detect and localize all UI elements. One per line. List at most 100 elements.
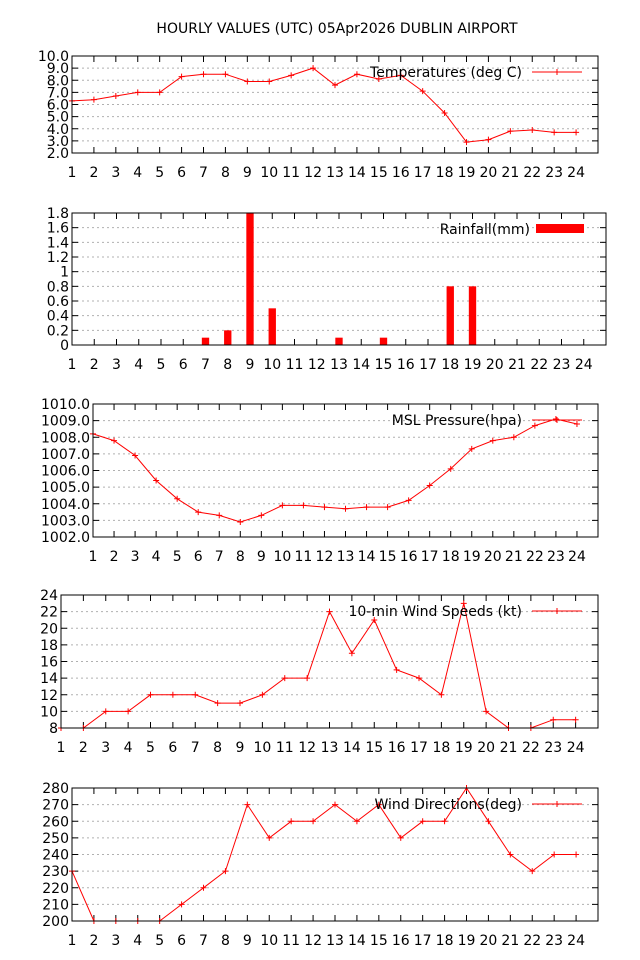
data-point xyxy=(310,818,317,825)
x-tick-label: 24 xyxy=(575,357,593,373)
data-point xyxy=(112,93,119,100)
x-tick-label: 12 xyxy=(308,357,326,373)
plot-frame xyxy=(71,787,599,922)
x-tick-label: 18 xyxy=(441,357,459,373)
data-point xyxy=(447,465,454,472)
x-tick-label: 11 xyxy=(295,549,313,565)
x-tick-label: 10 xyxy=(273,549,291,565)
y-tick-label: 1 xyxy=(60,265,69,281)
data-point xyxy=(266,78,273,85)
x-tick-label: 7 xyxy=(215,549,224,565)
x-tick-label: 1 xyxy=(68,933,77,949)
data-point xyxy=(111,437,118,444)
rainfall-bar xyxy=(335,337,343,345)
x-tick-label: 2 xyxy=(89,933,98,949)
x-tick-label: 10 xyxy=(253,740,271,756)
y-tick-label: 1010.0 xyxy=(41,397,90,413)
x-tick-label: 20 xyxy=(486,357,504,373)
x-tick-label: 17 xyxy=(414,933,432,949)
data-point xyxy=(281,675,288,682)
x-tick-label: 1 xyxy=(57,740,66,756)
y-tick-label: 6.0 xyxy=(47,98,69,114)
data-point xyxy=(551,851,558,858)
x-tick-label: 20 xyxy=(484,549,502,565)
data-point xyxy=(222,71,229,78)
y-tick-label: 18 xyxy=(40,638,58,654)
x-tick-label: 23 xyxy=(545,165,563,181)
data-point xyxy=(132,452,139,459)
x-tick-label: 4 xyxy=(124,740,133,756)
y-tick-label: 7.0 xyxy=(47,85,69,101)
data-point xyxy=(134,89,141,96)
data-point xyxy=(244,78,251,85)
x-tick-label: 15 xyxy=(379,549,397,565)
x-tick-label: 12 xyxy=(298,740,316,756)
x-tick-label: 15 xyxy=(370,165,388,181)
y-tick-label: 2.0 xyxy=(47,146,69,162)
x-tick-label: 14 xyxy=(348,165,366,181)
x-tick-label: 21 xyxy=(501,933,519,949)
legend-label: Temperatures (deg C) xyxy=(369,65,522,81)
x-tick-label: 16 xyxy=(392,165,410,181)
y-tick-label: 8 xyxy=(49,721,58,737)
y-tick-label: 10 xyxy=(40,704,58,720)
y-tick-label: 230 xyxy=(42,864,69,880)
x-tick-label: 22 xyxy=(523,933,541,949)
data-point xyxy=(573,851,580,858)
data-point xyxy=(550,716,557,723)
data-point xyxy=(531,422,538,429)
data-point xyxy=(510,434,517,441)
data-point xyxy=(259,691,266,698)
x-tick-label: 8 xyxy=(221,165,230,181)
x-tick-label: 18 xyxy=(436,165,454,181)
x-tick-label: 18 xyxy=(436,933,454,949)
y-tick-label: 1.8 xyxy=(47,206,69,222)
x-tick-label: 17 xyxy=(414,165,432,181)
data-point xyxy=(102,708,109,715)
y-tick-label: 260 xyxy=(42,814,69,830)
x-tick-label: 13 xyxy=(326,933,344,949)
data-point xyxy=(438,691,445,698)
x-tick-label: 23 xyxy=(545,933,563,949)
y-tick-label: 22 xyxy=(40,605,58,621)
data-point xyxy=(266,834,273,841)
data-point xyxy=(237,700,243,707)
x-tick-label: 8 xyxy=(236,549,245,565)
data-point xyxy=(310,65,317,72)
data-point xyxy=(419,818,426,825)
legend-label: Rainfall(mm) xyxy=(440,222,530,238)
data-point xyxy=(573,420,580,427)
legend-swatch xyxy=(536,224,584,233)
data-point xyxy=(353,71,360,78)
x-tick-label: 3 xyxy=(101,740,110,756)
data-point xyxy=(258,512,265,519)
rainfall-bar xyxy=(468,286,477,345)
rainfall-bar xyxy=(446,286,454,345)
data-point xyxy=(342,505,349,512)
x-tick-label: 11 xyxy=(282,165,300,181)
data-point xyxy=(348,650,355,657)
x-tick-label: 5 xyxy=(155,933,164,949)
y-tick-label: 1007.0 xyxy=(41,447,90,463)
data-point xyxy=(353,818,360,825)
x-tick-label: 13 xyxy=(337,549,355,565)
x-tick-label: 16 xyxy=(397,357,415,373)
figure-title: HOURLY VALUES (UTC) 05Apr2026 DUBLIN AIR… xyxy=(156,21,518,37)
data-point xyxy=(552,415,559,422)
x-tick-label: 24 xyxy=(567,165,585,181)
x-tick-label: 14 xyxy=(358,549,376,565)
data-point xyxy=(178,901,185,908)
x-tick-label: 21 xyxy=(505,549,523,565)
x-tick-label: 1 xyxy=(68,357,77,373)
legend-label: Wind Directions(deg) xyxy=(375,797,523,813)
x-tick-label: 19 xyxy=(455,740,473,756)
data-point xyxy=(125,708,132,715)
x-tick-label: 24 xyxy=(567,933,585,949)
data-point xyxy=(375,801,382,808)
x-tick-label: 4 xyxy=(133,933,142,949)
x-tick-label: 22 xyxy=(523,165,541,181)
y-tick-label: 1003.0 xyxy=(41,513,90,529)
data-point xyxy=(419,88,426,95)
data-point xyxy=(237,519,244,526)
